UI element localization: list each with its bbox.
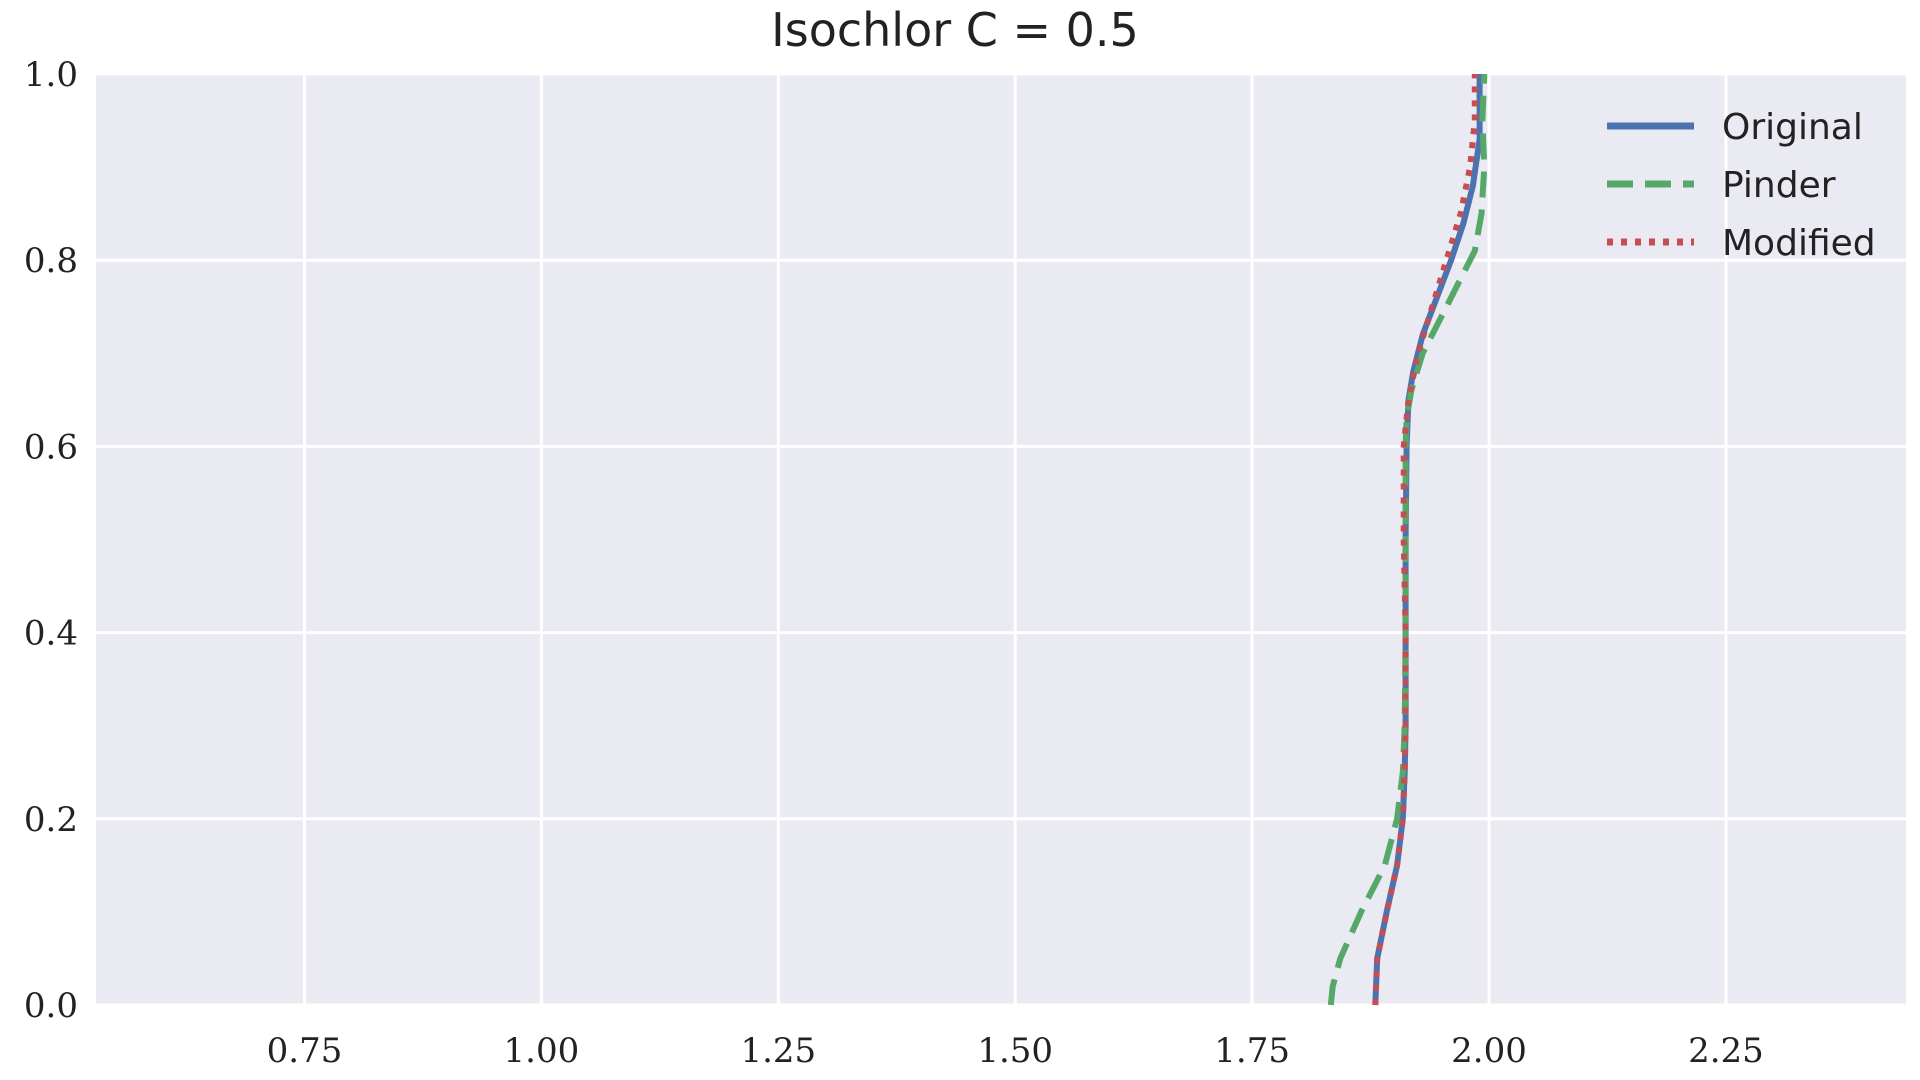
x-tick-label: 1.00 — [504, 1031, 580, 1071]
legend-label-modified: Modified — [1722, 223, 1876, 264]
x-tick-label: 2.00 — [1451, 1031, 1527, 1071]
y-tick-label: 0.2 — [24, 800, 78, 840]
y-tick-label: 1.0 — [24, 55, 78, 95]
legend-label-pinder: Pinder — [1722, 165, 1836, 206]
chart-title: Isochlor C = 0.5 — [771, 3, 1139, 57]
y-tick-label: 0.8 — [24, 241, 78, 281]
x-tick-label: 1.25 — [740, 1031, 816, 1071]
x-tick-label: 2.25 — [1688, 1031, 1764, 1071]
x-tick-label: 0.75 — [267, 1031, 343, 1071]
plot-area — [96, 74, 1906, 1005]
x-tick-label: 1.75 — [1214, 1031, 1290, 1071]
tick-labels: 0.75 1.00 1.25 1.50 1.75 2.00 2.25 0.0 0.2 0.4 0.6… — [24, 55, 1764, 1071]
legend: Original Pinder Modified — [1607, 107, 1876, 264]
legend-label-original: Original — [1722, 107, 1863, 148]
y-tick-label: 0.0 — [24, 986, 78, 1026]
y-tick-label: 0.4 — [24, 614, 78, 654]
y-tick-label: 0.6 — [24, 427, 78, 467]
series-lines — [1327, 73, 1488, 1006]
grid-lines — [96, 72, 1906, 1007]
x-tick-label: 1.50 — [977, 1031, 1053, 1071]
